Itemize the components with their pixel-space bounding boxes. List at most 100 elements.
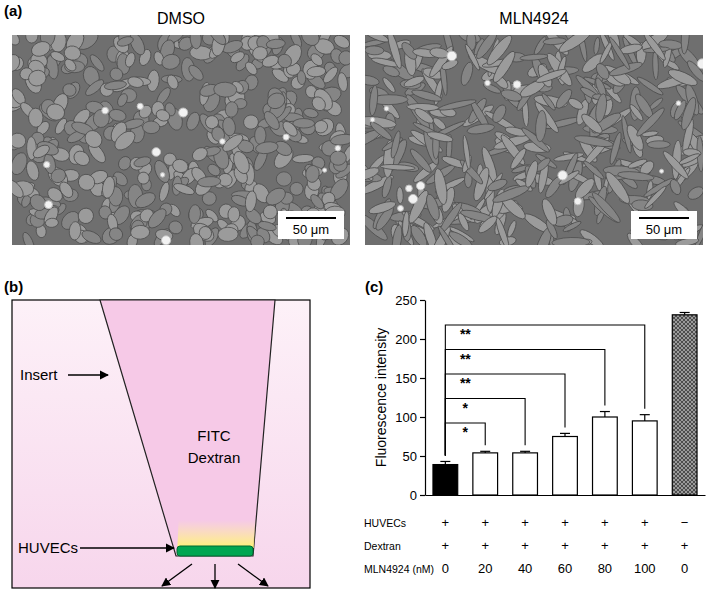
cell bbox=[255, 140, 279, 155]
flow-arrow bbox=[214, 564, 215, 588]
table-row-label: HUVECs bbox=[364, 517, 406, 529]
significance-bracket bbox=[445, 374, 565, 455]
cell bbox=[686, 184, 703, 202]
y-tick: 150 bbox=[395, 371, 425, 386]
cell bbox=[476, 214, 499, 236]
error-bar-cap bbox=[640, 414, 650, 415]
scale-bar-box bbox=[631, 211, 697, 239]
cell bbox=[107, 226, 125, 243]
cell bbox=[540, 92, 557, 112]
cell-monolayer bbox=[177, 546, 253, 556]
cell bbox=[368, 85, 379, 116]
cell bbox=[553, 87, 574, 111]
panel-a: (a)DMSO50 μmMLN492450 μm bbox=[2, 2, 709, 264]
cell bbox=[243, 60, 259, 77]
cell bbox=[365, 74, 380, 87]
cell bbox=[142, 121, 160, 134]
cell bbox=[368, 199, 398, 216]
table-cell: 0 bbox=[442, 561, 449, 576]
cell bbox=[429, 46, 450, 59]
y-tick: 0 bbox=[410, 488, 425, 503]
rounded-cell bbox=[179, 108, 188, 117]
cell bbox=[607, 36, 632, 71]
cell bbox=[641, 35, 667, 62]
cell bbox=[111, 128, 138, 154]
rounded-cell bbox=[513, 81, 521, 89]
y-tick: 100 bbox=[395, 410, 425, 425]
table-cell: + bbox=[561, 515, 569, 530]
cell bbox=[263, 185, 289, 209]
scale-bar-label: 50 μm bbox=[293, 222, 329, 237]
error-bar-cap bbox=[440, 461, 450, 462]
cell bbox=[145, 206, 169, 231]
cell bbox=[136, 171, 151, 186]
cell bbox=[459, 61, 475, 87]
cell bbox=[636, 75, 665, 97]
bar bbox=[593, 417, 618, 495]
table-cell: + bbox=[481, 515, 489, 530]
cell bbox=[508, 147, 528, 171]
cell bbox=[275, 51, 294, 70]
y-tick-mark bbox=[420, 300, 425, 301]
table-cell: + bbox=[442, 538, 450, 553]
cell bbox=[227, 206, 240, 222]
cell bbox=[668, 178, 683, 196]
error-bar bbox=[680, 312, 690, 314]
table-cell: + bbox=[601, 515, 609, 530]
rounded-cell bbox=[370, 117, 375, 122]
cell bbox=[680, 35, 690, 54]
cell bbox=[171, 157, 190, 175]
y-tick-label: 50 bbox=[403, 449, 417, 464]
cell bbox=[426, 130, 454, 144]
error-bar-cap bbox=[560, 433, 570, 434]
cell bbox=[230, 149, 252, 176]
cell bbox=[12, 52, 22, 73]
cell bbox=[292, 154, 314, 164]
tracer-label: Dextran bbox=[188, 449, 241, 466]
cell bbox=[534, 110, 547, 142]
cell bbox=[641, 130, 658, 137]
cell bbox=[250, 234, 266, 245]
rounded-cell bbox=[283, 134, 289, 140]
cell bbox=[21, 231, 37, 245]
cell bbox=[44, 101, 67, 122]
micrograph-background bbox=[12, 35, 350, 245]
cell bbox=[462, 135, 472, 170]
cell bbox=[298, 35, 323, 49]
cell bbox=[49, 50, 66, 64]
y-tick-label: 0 bbox=[410, 488, 417, 503]
cell bbox=[293, 118, 315, 128]
cell bbox=[500, 88, 523, 104]
condition-table: HUVECs++++++−Dextran+++++++MLN4924 (nM)0… bbox=[364, 515, 688, 576]
cell bbox=[261, 53, 281, 69]
cell bbox=[381, 76, 397, 94]
cell bbox=[133, 189, 158, 210]
cell bbox=[305, 165, 321, 184]
cell bbox=[535, 67, 568, 85]
cell bbox=[402, 211, 410, 237]
cell bbox=[608, 131, 623, 165]
cell bbox=[69, 221, 82, 240]
table-cell: − bbox=[681, 515, 689, 530]
cell bbox=[594, 93, 609, 123]
cell bbox=[12, 35, 22, 47]
cell bbox=[396, 187, 403, 204]
cell bbox=[309, 94, 328, 113]
rounded-cell bbox=[160, 173, 165, 178]
table-cell: 0 bbox=[681, 561, 688, 576]
cell bbox=[188, 232, 205, 245]
table-cell: 40 bbox=[518, 561, 532, 576]
micrograph bbox=[12, 35, 350, 245]
error-bar-cap bbox=[680, 312, 690, 313]
cell bbox=[309, 52, 325, 68]
cell bbox=[152, 158, 173, 185]
significance-label: * bbox=[463, 424, 469, 440]
cell bbox=[365, 35, 390, 44]
error-bar bbox=[560, 433, 570, 436]
significance-bracket bbox=[445, 350, 605, 456]
scale-bar bbox=[639, 217, 689, 219]
rounded-cell bbox=[416, 182, 424, 190]
cell bbox=[27, 68, 48, 88]
cell bbox=[330, 150, 347, 165]
cell bbox=[543, 37, 567, 45]
